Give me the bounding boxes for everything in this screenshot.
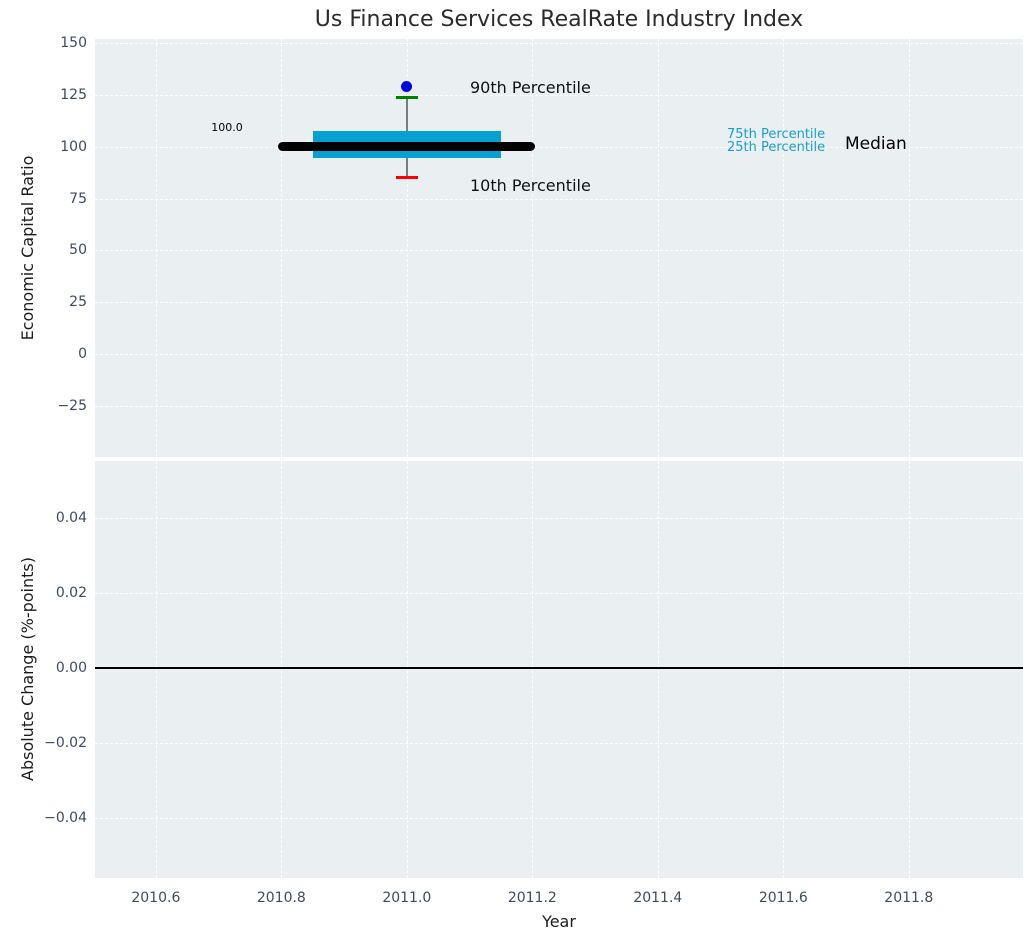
zero-line xyxy=(95,667,1023,669)
gridline-vertical xyxy=(908,39,910,457)
gridline-vertical xyxy=(908,461,910,878)
y-tick-label: 75 xyxy=(69,190,87,207)
gridline-vertical xyxy=(281,461,283,878)
x-tick-label: 2010.6 xyxy=(131,890,181,906)
gridline-horizontal xyxy=(95,593,1023,594)
gridline-horizontal xyxy=(95,743,1023,744)
annotation-90th-percentile: 90th Percentile xyxy=(470,78,591,97)
x-tick-label: 2011.8 xyxy=(884,890,934,906)
gridline-vertical xyxy=(783,39,785,457)
gridline-horizontal xyxy=(95,198,1023,200)
gridline-horizontal xyxy=(95,406,1023,408)
p90-cap xyxy=(395,96,419,99)
y-tick-label: 150 xyxy=(60,34,87,51)
gridline-vertical xyxy=(155,39,157,457)
annotation-median: Median xyxy=(845,134,907,154)
y-tick-label: 0.00 xyxy=(55,660,87,676)
y-tick-label: 0.02 xyxy=(55,585,87,601)
gridline-horizontal xyxy=(95,354,1023,356)
chart-title: Us Finance Services RealRate Industry In… xyxy=(314,7,804,32)
top-plot xyxy=(95,39,1023,457)
company-point xyxy=(401,80,413,92)
y-tick-label: −25 xyxy=(57,398,87,415)
gridline-vertical xyxy=(532,39,534,457)
gridline-vertical xyxy=(155,461,157,878)
x-tick-label: 2011.4 xyxy=(633,890,683,906)
x-tick-label: 2011.2 xyxy=(507,890,557,906)
annotation-25th-percentile: 25th Percentile xyxy=(727,140,826,155)
gridline-vertical xyxy=(281,39,283,457)
gridline-horizontal xyxy=(95,518,1023,519)
gridline-vertical xyxy=(657,461,659,878)
y-tick-label: −0.04 xyxy=(44,810,87,826)
gridline-vertical xyxy=(532,461,534,878)
y-tick-label: 0.04 xyxy=(55,510,87,526)
gridline-vertical xyxy=(406,39,408,457)
gridline-vertical xyxy=(657,39,659,457)
gridline-vertical xyxy=(783,461,785,878)
gridline-vertical xyxy=(406,461,408,878)
x-tick-label: 2011.6 xyxy=(758,890,808,906)
x-tick-label: 2010.8 xyxy=(256,890,306,906)
y-tick-label: 50 xyxy=(69,242,87,259)
y-tick-label: 25 xyxy=(69,294,87,311)
y-tick-label: 100 xyxy=(60,138,87,155)
gridline-horizontal xyxy=(95,250,1023,252)
p10-cap xyxy=(395,176,419,179)
annotation-10th-percentile: 10th Percentile xyxy=(470,176,591,195)
annotation-75th-percentile: 75th Percentile xyxy=(727,127,826,142)
y-tick-label: 0 xyxy=(78,346,87,363)
gridline-horizontal xyxy=(95,42,1023,44)
y-tick-label: 125 xyxy=(60,86,87,103)
gridline-horizontal xyxy=(95,94,1023,96)
gridline-horizontal xyxy=(95,818,1023,819)
gridline-horizontal xyxy=(95,146,1023,148)
gridline-horizontal xyxy=(95,302,1023,304)
annotation-median-value: 100.0 xyxy=(211,121,243,134)
x-axis-label: Year xyxy=(542,912,576,931)
x-tick-label: 2011.0 xyxy=(382,890,432,906)
y-tick-label: −0.02 xyxy=(44,735,87,751)
bottom-plot xyxy=(95,461,1023,878)
median-line xyxy=(278,142,536,151)
